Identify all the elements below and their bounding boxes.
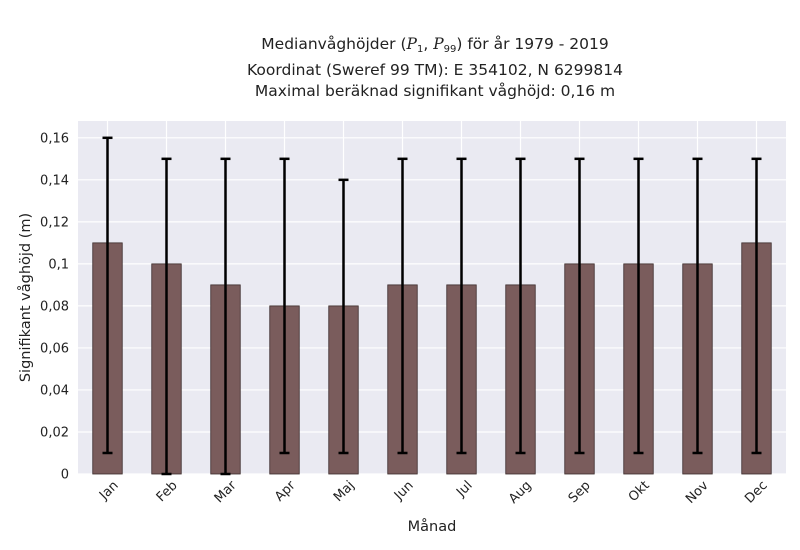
y-tick-label: 0,14 xyxy=(40,173,69,188)
error-bar-feb xyxy=(161,157,172,476)
error-bar-jan xyxy=(102,136,113,455)
error-bar-maj xyxy=(338,178,349,455)
y-tick-label: 0,06 xyxy=(40,341,69,356)
x-tick-label: Okt xyxy=(626,478,653,505)
error-bar-okt xyxy=(633,157,644,455)
chart-title-line-2: Koordinat (Sweref 99 TM): E 354102, N 62… xyxy=(247,61,623,79)
x-tick-label: Dec xyxy=(742,478,770,506)
y-tick-label: 0 xyxy=(61,468,69,483)
x-tick-label: Maj xyxy=(331,478,358,505)
error-bar-nov xyxy=(692,157,703,455)
error-bar-dec xyxy=(751,157,762,455)
error-bar-jul xyxy=(456,157,467,455)
y-tick-label: 0,1 xyxy=(48,257,69,272)
chart-title-line-3: Maximal beräknad signifikant våghöjd: 0,… xyxy=(254,82,616,100)
x-tick-label: Apr xyxy=(272,478,299,505)
x-tick-label: Jan xyxy=(96,478,121,503)
x-tick-label: Aug xyxy=(506,478,535,507)
x-tick-label: Jul xyxy=(453,478,475,500)
x-tick-label: Mar xyxy=(212,478,240,506)
error-bars xyxy=(102,136,762,476)
y-tick-labels: 0 0,02 0,04 0,06 0,08 0,1 0,12 0,14 0,16 xyxy=(40,131,69,482)
error-bar-aug xyxy=(515,157,526,455)
error-bar-apr xyxy=(279,157,290,455)
x-tick-labels: Jan Feb Mar Apr Maj Jun Jul Aug Sep Okt Nov Dec xyxy=(96,478,770,507)
error-bar-jun xyxy=(397,157,408,455)
y-axis-label: Signifikant våghöjd (m) xyxy=(17,213,34,382)
chart-title: Medianvåghöjder (P1, P99) för år 1979 - … xyxy=(0,34,800,102)
x-axis-label: Månad xyxy=(408,518,457,535)
y-tick-label: 0,02 xyxy=(40,425,69,440)
chart-title-line-1: Medianvåghöjder (P1, P99) för år 1979 - … xyxy=(261,35,609,55)
x-tick-label: Feb xyxy=(154,478,181,505)
error-bar-mar xyxy=(220,157,231,476)
y-tick-label: 0,08 xyxy=(40,299,69,314)
x-tick-label: Jun xyxy=(391,478,417,504)
x-tick-label: Sep xyxy=(566,478,594,506)
y-tick-label: 0,16 xyxy=(40,131,69,146)
y-tick-label: 0,12 xyxy=(40,215,69,230)
x-tick-label: Nov xyxy=(683,478,712,507)
error-bar-sep xyxy=(574,157,585,455)
plot-area xyxy=(78,121,786,474)
y-tick-label: 0,04 xyxy=(40,383,69,398)
